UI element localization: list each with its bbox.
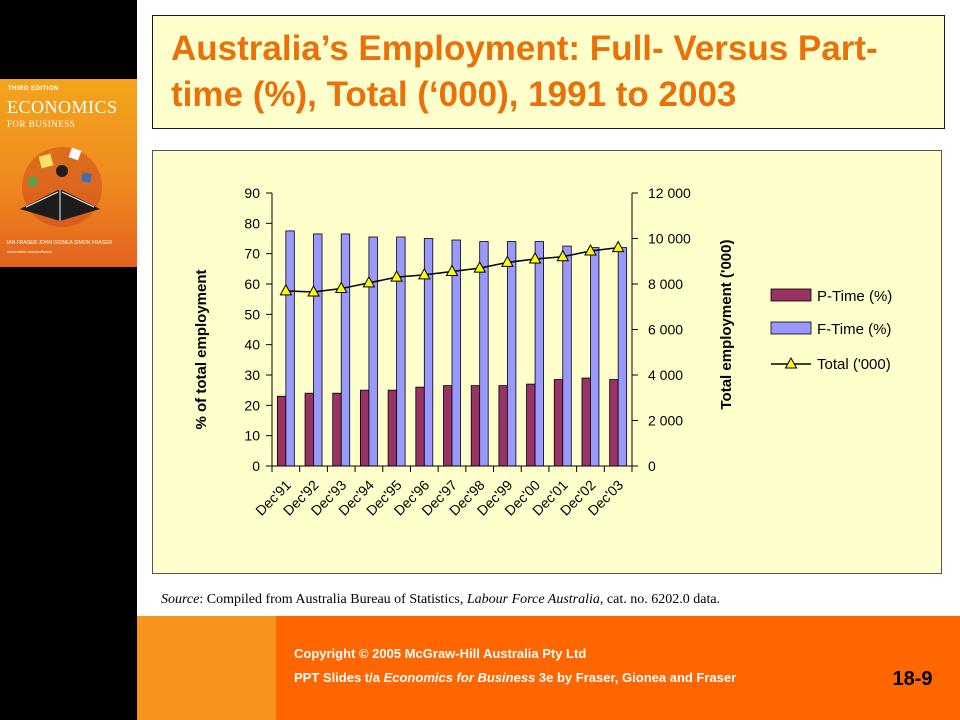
slide-number-box: 18-9 <box>865 616 960 720</box>
bar-p-time <box>276 395 287 467</box>
slides-credit: PPT Slides t/a Economics for Business 3e… <box>294 670 736 685</box>
chart-panel: 0 10 20 30 40 50 60 70 80 90 0 2 000 4 000 6 000 8 000… <box>152 150 942 574</box>
total-marker <box>611 240 625 253</box>
bar-p-time <box>553 379 564 467</box>
bar-f-time <box>396 236 406 467</box>
bar-p-time <box>498 385 508 467</box>
right-axis-tick-label: 12 000 <box>648 185 691 201</box>
bar-f-time <box>313 233 323 467</box>
left-axis-tick-label: 0 <box>252 458 260 474</box>
legend-swatch-f-time <box>770 321 812 335</box>
slide-title: Australia’s Employment: Full- Versus Par… <box>171 29 878 114</box>
bar-f-time <box>617 247 628 467</box>
total-marker <box>334 281 348 294</box>
legend-label-f-time: F-Time (%) <box>817 321 891 338</box>
legend-label-p-time: P-Time (%) <box>817 288 892 305</box>
bar-p-time <box>526 383 536 467</box>
bar-f-time <box>534 241 544 467</box>
footer-band-inner <box>276 616 865 720</box>
footer-band: Copyright © 2005 McGraw-Hill Australia P… <box>137 616 865 720</box>
left-axis-tick-label: 50 <box>244 306 260 322</box>
total-marker <box>528 251 542 264</box>
slide-number: 18-9 <box>892 668 933 690</box>
bar-p-time <box>609 379 619 467</box>
slides-credit-prefix: PPT Slides t/a <box>294 670 384 685</box>
book-authors: IAN FRASER JOHN GIONEA SIMON FRASER <box>7 240 113 246</box>
copyright-text: Copyright © 2005 McGraw-Hill Australia P… <box>294 646 587 661</box>
total-marker <box>279 283 293 296</box>
bar-p-time <box>332 392 342 467</box>
right-axis-tick-label: 8 000 <box>648 276 683 292</box>
slides-credit-suffix: 3e by Fraser, Gionea and Fraser <box>535 670 737 685</box>
bar-p-time <box>470 385 481 467</box>
total-marker <box>556 249 570 262</box>
legend-swatch-total-marker <box>784 356 798 369</box>
book-cover-illustration <box>20 147 102 227</box>
total-marker <box>445 264 459 276</box>
right-axis-title: Total employment ('000) <box>718 240 735 410</box>
source-note: Source: Compiled from Australia Bureau o… <box>161 592 720 608</box>
total-marker <box>390 270 403 282</box>
book-title-line2: FOR BUSINESS <box>7 119 76 129</box>
left-axis-tick-label: 10 <box>244 428 260 444</box>
legend-swatch-p-time <box>770 288 812 302</box>
right-axis-tick-label: 4 000 <box>648 367 683 383</box>
right-axis-tick-label: 0 <box>648 458 656 474</box>
bar-p-time <box>581 377 591 467</box>
book-edition: THIRD EDITION <box>8 86 59 92</box>
legend-label-total: Total ('000) <box>817 356 891 373</box>
left-axis-tick-label: 20 <box>244 397 260 413</box>
source-text-2: , cat. no. 6202.0 data. <box>599 592 721 607</box>
source-publication: Labour Force Australia <box>466 592 600 607</box>
total-marker <box>473 261 487 273</box>
total-marker <box>584 243 597 256</box>
bar-f-time <box>479 241 489 467</box>
left-axis-tick-label: 70 <box>244 246 260 262</box>
right-axis-tick-label: 2 000 <box>648 413 683 429</box>
bar-f-time <box>590 247 600 467</box>
book-title-line1: ECONOMICS <box>7 97 118 117</box>
employment-chart: 0 10 20 30 40 50 60 70 80 90 0 2 000 4 000 6 000 8 000… <box>193 185 892 519</box>
total-marker <box>501 255 514 267</box>
left-axis-tick-label: 30 <box>244 367 260 383</box>
title-box: Australia’s Employment: Full- Versus Par… <box>152 15 945 129</box>
bar-p-time <box>387 389 398 467</box>
right-axis-tick-label: 6 000 <box>648 322 683 338</box>
book-cover-image: THIRD EDITION ECONOMICS FOR BUSINESS IAN… <box>0 79 137 267</box>
source-prefix: Source <box>161 592 200 607</box>
left-axis-tick-label: 90 <box>244 185 260 201</box>
bar-p-time <box>415 386 425 467</box>
bar-p-time <box>360 389 370 467</box>
total-marker <box>362 275 376 288</box>
bar-f-time <box>562 245 572 467</box>
slides-credit-book: Economics for Business <box>383 670 536 685</box>
bar-p-time <box>443 385 453 467</box>
bar-f-time <box>340 233 351 467</box>
bar-p-time <box>304 392 314 467</box>
bar-f-time <box>506 241 517 467</box>
total-marker <box>307 284 320 297</box>
left-axis-title: % of total employment <box>193 269 210 429</box>
total-marker <box>417 267 431 280</box>
right-axis-tick-label: 10 000 <box>648 231 691 247</box>
left-axis-tick-label: 60 <box>244 276 260 292</box>
left-axis-tick-label: 40 <box>244 337 260 353</box>
bar-f-time <box>285 230 295 467</box>
book-website: www.mhhe.com/au/fraser <box>7 249 53 254</box>
source-text-1: : Compiled from Australia Bureau of Stat… <box>199 592 467 607</box>
bar-f-time <box>368 236 378 467</box>
left-axis-tick-label: 80 <box>244 215 260 231</box>
